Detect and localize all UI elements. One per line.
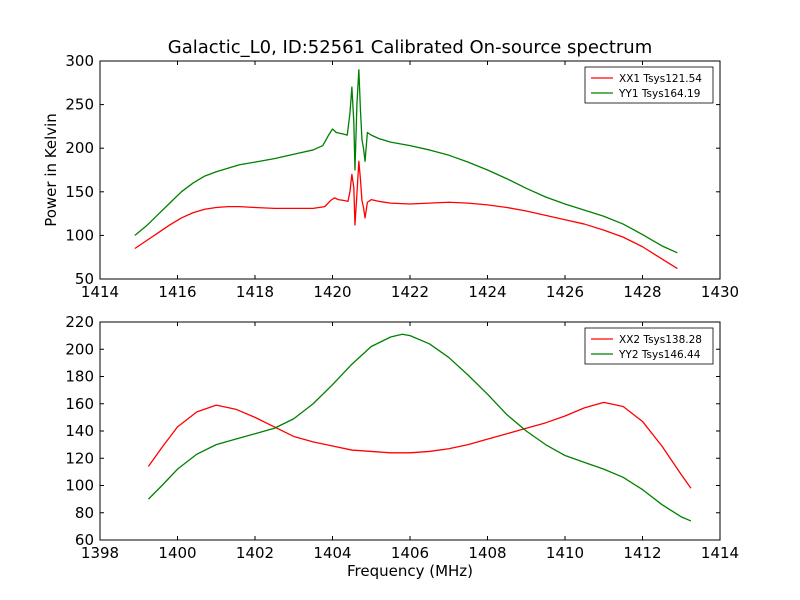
x-tick-label: 1430	[701, 283, 739, 301]
y-tick-label: 200	[65, 139, 94, 157]
top-panel: 1414 1416 1418 1420 1422 1424 1426 1428 1430 50 10…	[42, 52, 739, 301]
y-tick-label: 180	[65, 368, 94, 386]
legend-box	[584, 327, 714, 365]
series-line-2	[134, 69, 678, 254]
x-axis-label: Frequency (MHz)	[347, 562, 473, 580]
x-tick-label: 1426	[546, 283, 584, 301]
x-tick-label: 1398	[81, 544, 119, 562]
series-line-2	[147, 333, 692, 522]
legend-label: YY2 Tsys146.44	[618, 349, 701, 361]
y-tick-label: 120	[65, 449, 94, 467]
y-tick-label: 60	[75, 531, 94, 549]
y-tick-label: 50	[75, 270, 94, 288]
x-tick-label: 1412	[623, 544, 661, 562]
bottom-panel: 1398 1400 1402 1404 1406 1408 1410 1412 1414 60 80…	[65, 313, 739, 580]
x-tick-label: 1428	[623, 283, 661, 301]
x-tick-label: 1408	[468, 544, 506, 562]
chart-title: Galactic_L0, ID:52561 Calibrated On-sour…	[168, 37, 652, 58]
legend-label: YY1 Tsys164.19	[618, 88, 700, 100]
legend-box	[584, 66, 714, 104]
x-tick-label: 1402	[236, 544, 274, 562]
y-tick-label: 80	[75, 504, 94, 522]
y-tick-label: 100	[65, 477, 94, 495]
y-tick-label: 160	[65, 395, 94, 413]
y-tick-label: 100	[65, 226, 94, 244]
y-tick-label: 200	[65, 340, 94, 358]
x-tick-label: 1410	[546, 544, 584, 562]
x-tick-label: 1422	[391, 283, 429, 301]
x-tick-label: 1414	[81, 283, 119, 301]
x-tick-label: 1420	[313, 283, 351, 301]
x-tick-label: 1414	[701, 544, 739, 562]
y-tick-label: 150	[65, 183, 94, 201]
y-tick-label: 250	[65, 96, 94, 114]
x-tick-label: 1400	[158, 544, 196, 562]
y-axis-label: Power in Kelvin	[42, 113, 60, 227]
legend-label: XX1 Tsys121.54	[619, 73, 702, 85]
series-line-1	[134, 160, 678, 270]
x-tick-label: 1416	[158, 283, 196, 301]
y-tick-label: 220	[65, 313, 94, 331]
x-tick-label: 1406	[391, 544, 429, 562]
series-line-1	[147, 401, 692, 489]
legend: XX2 Tsys138.28 YY2 Tsys146.44	[584, 327, 714, 365]
y-tick-label: 300	[65, 52, 94, 70]
legend: XX1 Tsys121.54 YY1 Tsys164.19	[584, 66, 714, 104]
x-tick-label: 1404	[313, 544, 351, 562]
x-tick-label: 1424	[468, 283, 506, 301]
legend-label: XX2 Tsys138.28	[619, 334, 702, 346]
x-tick-label: 1418	[236, 283, 274, 301]
y-tick-label: 140	[65, 422, 94, 440]
